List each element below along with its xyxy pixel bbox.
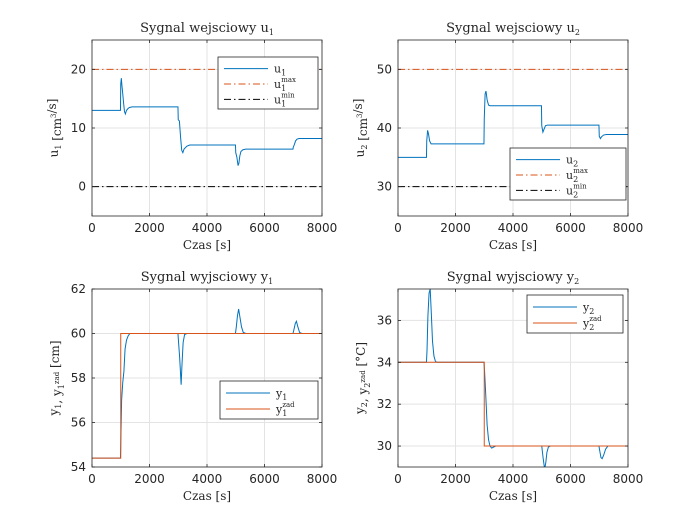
x-tick-label: 0 <box>394 472 402 486</box>
subplot-4: 0 2000 4000 6000 8000 30 32 34 36 Sygnal wyjsciow… <box>353 270 643 503</box>
legend-box <box>217 56 319 110</box>
x-tick-label: 0 <box>88 221 96 235</box>
y-axis-label: y1, y1zad [cm] <box>47 340 66 416</box>
x-tick-label: 8000 <box>307 472 338 486</box>
subplot-title: Sygnal wyjsciowy y2 <box>447 270 579 286</box>
x-tick-label: 8000 <box>613 221 644 235</box>
subplot-title: Sygnal wejsciowy u2 <box>446 21 580 37</box>
subplot-2: 0 2000 4000 6000 8000 30 40 50 Sygnal wejsciowy … <box>351 21 643 252</box>
legend-entry: u1max <box>274 76 296 93</box>
y-tick-label: 40 <box>377 121 392 135</box>
legend-entry: u2 <box>566 154 578 169</box>
x-tick-label: 2000 <box>134 221 165 235</box>
y-tick-label: 20 <box>71 62 86 76</box>
y-tick-label: 58 <box>71 371 86 385</box>
series-line-1 <box>92 308 322 459</box>
legend-box <box>526 294 624 334</box>
x-tick-label: 2000 <box>134 472 165 486</box>
y-tick-label: 54 <box>71 460 86 474</box>
y-tick-label: 0 <box>78 180 86 194</box>
x-axis-label: Czas [s] <box>489 238 537 252</box>
legend-entry: y2 <box>582 301 594 316</box>
y-tick-label: 10 <box>71 121 86 135</box>
x-tick-label: 8000 <box>307 221 338 235</box>
x-tick-label: 0 <box>88 472 96 486</box>
x-tick-label: 6000 <box>555 221 586 235</box>
x-tick-label: 4000 <box>498 221 529 235</box>
y-tick-label: 30 <box>377 439 392 453</box>
y-axis-label: u2 [cm3/s] <box>351 99 370 158</box>
subplot-title: Sygnal wyjsciowy y1 <box>141 270 273 286</box>
x-tick-label: 6000 <box>555 472 586 486</box>
y-tick-label: 56 <box>71 416 86 430</box>
x-tick-label: 6000 <box>249 221 280 235</box>
x-axis-label: Czas [s] <box>489 489 537 503</box>
x-tick-label: 4000 <box>498 472 529 486</box>
y-tick-label: 62 <box>71 282 86 296</box>
x-tick-label: 6000 <box>249 472 280 486</box>
y-tick-label: 36 <box>377 313 392 327</box>
series-line-1 <box>398 289 628 467</box>
legend-entry: u2min <box>566 182 587 199</box>
y-tick-label: 50 <box>377 62 392 76</box>
x-tick-label: 8000 <box>613 472 644 486</box>
y-axis-label: u1 [cm3/s] <box>45 99 64 158</box>
y-tick-label: 32 <box>377 397 392 411</box>
x-tick-label: 4000 <box>192 221 223 235</box>
series-line-1 <box>398 90 628 158</box>
x-tick-label: 4000 <box>192 472 223 486</box>
y-tick-label: 60 <box>71 327 86 341</box>
legend-box <box>219 380 319 420</box>
legend-entry: y1 <box>275 387 287 402</box>
x-axis-label: Czas [s] <box>183 238 231 252</box>
x-tick-label: 2000 <box>440 221 471 235</box>
legend-entry: u2max <box>566 167 588 184</box>
subplot-1: 0 2000 4000 6000 8000 0 10 20 Sygnal wejsciowy u… <box>45 21 337 252</box>
y-tick-label: 34 <box>377 355 392 369</box>
x-tick-label: 0 <box>394 221 402 235</box>
subplot-3: 0 2000 4000 6000 8000 54 56 58 60 62 Sygnal wyjsci… <box>47 270 337 503</box>
subplot-title: Sygnal wejsciowy u1 <box>140 21 274 37</box>
series-line-2 <box>398 361 628 447</box>
y-axis-label: y2, y2zad [°C] <box>353 342 372 415</box>
legend-entry: y2zad <box>582 315 602 332</box>
y-tick-label: 30 <box>377 180 392 194</box>
series-line-2 <box>92 333 322 459</box>
legend-entry: y1zad <box>275 401 295 418</box>
legend-entry: u1min <box>274 91 295 108</box>
series-line-1 <box>92 78 322 166</box>
legend-box <box>509 147 627 201</box>
legend-entry: u1 <box>274 63 286 78</box>
x-axis-label: Czas [s] <box>183 489 231 503</box>
x-tick-label: 2000 <box>440 472 471 486</box>
